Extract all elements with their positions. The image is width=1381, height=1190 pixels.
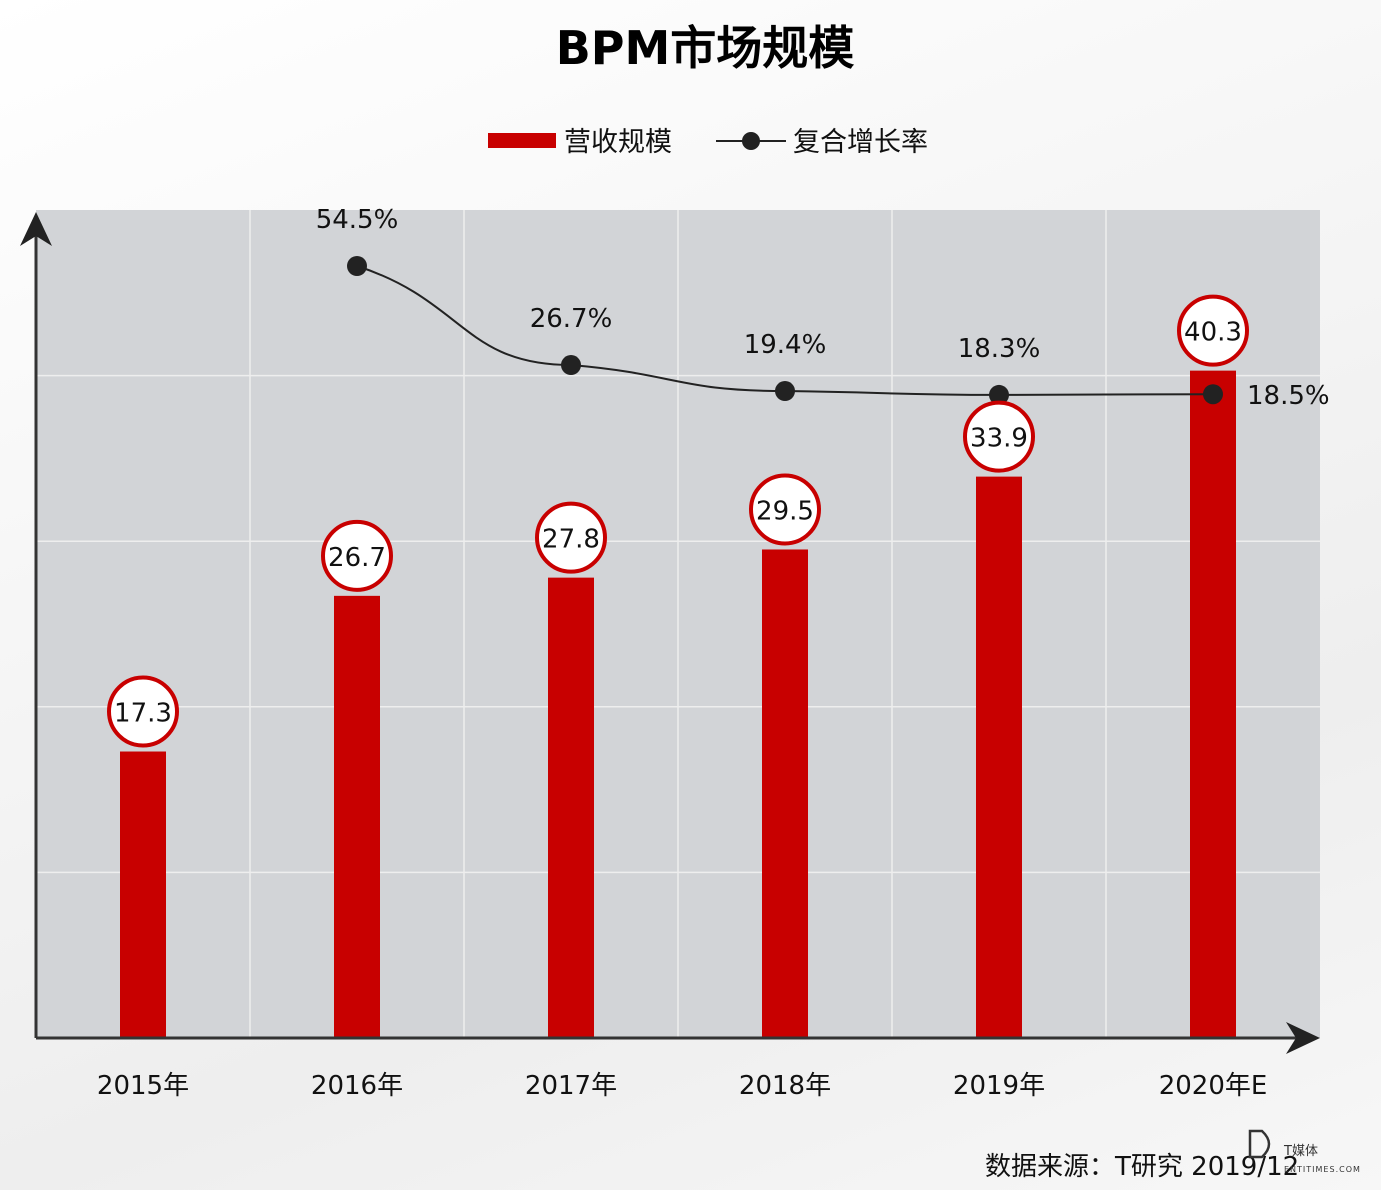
growth-rate-label: 26.7% bbox=[530, 304, 613, 334]
bar bbox=[762, 549, 808, 1038]
x-tick-label: 2017年 bbox=[525, 1071, 617, 1101]
value-bubble bbox=[749, 473, 821, 546]
x-tick-label: 2019年 bbox=[953, 1071, 1045, 1101]
value-bubble bbox=[963, 400, 1035, 473]
x-tick-label: 2016年 bbox=[311, 1071, 403, 1101]
legend-line-label: 复合增长率 bbox=[793, 127, 928, 158]
growth-rate-label: 18.3% bbox=[958, 334, 1041, 364]
x-tick-label: 2020年E bbox=[1159, 1071, 1268, 1101]
x-tick-label: 2018年 bbox=[739, 1071, 831, 1101]
legend-bar-label: 营收规模 bbox=[564, 127, 672, 158]
bar-value-label: 17.3 bbox=[114, 699, 172, 729]
x-tick-label: 2015年 bbox=[97, 1071, 189, 1101]
bar-value-label: 33.9 bbox=[970, 424, 1028, 454]
growth-point bbox=[775, 381, 795, 402]
growth-point bbox=[989, 384, 1009, 405]
growth-rate-label: 18.5% bbox=[1247, 381, 1330, 411]
bar-value-label: 29.5 bbox=[756, 496, 814, 526]
bar-value-label: 40.3 bbox=[1184, 318, 1242, 348]
bar bbox=[334, 595, 380, 1038]
growth-rate-label: 19.4% bbox=[744, 330, 827, 360]
rate-labels: 54.5% 26.7% 19.4% 18.3% 18.5% bbox=[316, 205, 1330, 411]
bar bbox=[548, 577, 594, 1038]
value-bubble bbox=[321, 519, 393, 592]
x-tick-labels: 2015年 2016年 2017年 2018年 2019年 2020年E bbox=[97, 1071, 1267, 1101]
growth-line bbox=[347, 256, 1223, 405]
growth-point bbox=[1203, 384, 1223, 405]
brand-logo-icon bbox=[1248, 1129, 1271, 1159]
chart-title: BPM市场规模 bbox=[556, 21, 855, 75]
value-bubble bbox=[107, 675, 179, 748]
bar bbox=[976, 476, 1022, 1039]
growth-rate-label: 54.5% bbox=[316, 205, 399, 235]
value-bubble bbox=[535, 501, 607, 574]
y-axis-arrow-icon bbox=[20, 212, 52, 246]
value-bubble bbox=[1177, 294, 1249, 367]
x-axis-arrow-icon bbox=[1286, 1022, 1320, 1054]
brand-subtitle: ENTITIMES.COM bbox=[1284, 1165, 1361, 1174]
brand-logo: T媒体 ENTITIMES.COM bbox=[1248, 1129, 1361, 1174]
bar bbox=[120, 751, 166, 1038]
axes bbox=[20, 212, 1320, 1054]
value-bubbles: 17.3 26.7 27.8 29.5 33.9 40.3 bbox=[107, 294, 1249, 748]
bars bbox=[120, 370, 1236, 1039]
growth-point bbox=[347, 256, 367, 276]
bar-value-label: 27.8 bbox=[542, 525, 600, 555]
brand-name: T媒体 bbox=[1283, 1144, 1318, 1159]
gridlines bbox=[36, 210, 1320, 1038]
legend-bar-swatch bbox=[488, 133, 556, 148]
growth-point bbox=[561, 355, 581, 376]
source-note: 数据来源：T研究 2019/12 bbox=[985, 1152, 1299, 1182]
bar-value-label: 26.7 bbox=[328, 543, 386, 573]
legend-line-marker bbox=[742, 132, 760, 150]
bar bbox=[1190, 370, 1236, 1039]
legend: 营收规模 复合增长率 bbox=[488, 127, 928, 158]
